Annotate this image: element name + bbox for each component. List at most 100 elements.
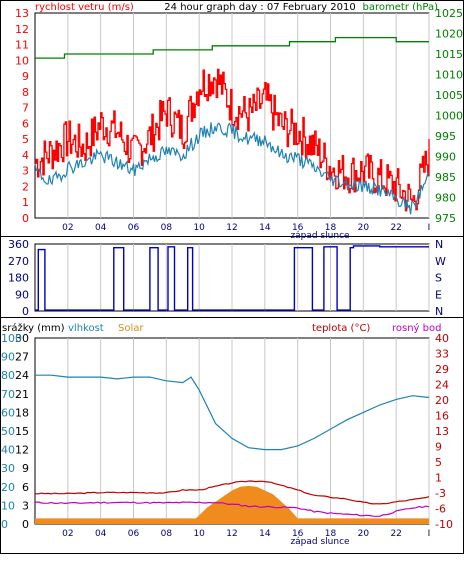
y-tick-label-temperature: 40 (435, 332, 449, 345)
y-tick-label-left: 2 (22, 180, 29, 193)
y-tick-label-left: 5 (22, 133, 29, 146)
y-tick-label-direction: 0 (22, 305, 29, 318)
y-ticks-rain: 0 3 6 9 12 15 18 21 24 27 30 (15, 332, 29, 531)
x-tick-label: 16 (292, 223, 304, 233)
x-tick-label: 10 (193, 529, 205, 539)
x-tick-label: 18 (325, 223, 337, 233)
x-tick-label: 18 (325, 529, 337, 539)
compass-label: N (435, 305, 443, 318)
y-tick-label-humidity: 60 (1, 406, 15, 419)
y-tick-label-humidity: 100 (1, 332, 22, 345)
x-tick-label: 14 (259, 529, 271, 539)
legend-solar: Solar (118, 323, 144, 334)
y-tick-label-left: 0 (22, 212, 29, 225)
x-tick-label: 20 (358, 223, 370, 233)
series-humidity-line (35, 374, 430, 451)
y-tick-label-left: 10 (15, 54, 29, 67)
sunset-label-wind: západ slunce (290, 231, 350, 241)
y-tick-label-direction: 90 (15, 288, 29, 301)
y-ticks-temperature: -10 -6 -3 1 5 9 13 16 20 24 29 33 40 (435, 332, 453, 531)
legend-temperature: teplota (°C) (312, 323, 370, 334)
y-tick-label-left: 6 (22, 117, 29, 130)
y-tick-label-rain: 15 (15, 425, 29, 438)
y-tick-label-right: 980 (435, 192, 456, 205)
x-tick-label: 06 (128, 529, 140, 539)
compass-label: E (435, 288, 442, 301)
y-tick-label-direction: 270 (8, 255, 29, 268)
y-ticks-humidity: 0 10 20 30 40 50 60 70 80 90 100 (1, 332, 22, 531)
series-wind-line (34, 122, 430, 215)
y-tick-label-right: 975 (435, 212, 456, 225)
y-tick-label-temperature: -10 (435, 518, 453, 531)
compass-label: W (435, 255, 446, 268)
x-tick-label: 10 (193, 223, 205, 233)
x-tick-label: 14 (259, 223, 271, 233)
series-pressure-line (35, 36, 429, 59)
y-tick-label-right: 1010 (435, 69, 463, 82)
x-tick-label: 22 (390, 529, 401, 539)
x-ticks-wind: 02 04 06 08 10 12 14 16 18 20 22 I (62, 223, 430, 233)
y-tick-label-temperature: 13 (435, 425, 449, 438)
y-tick-label-temperature: -3 (435, 487, 446, 500)
y-tick-label-rain: 24 (15, 369, 29, 382)
y-tick-label-rain: 9 (22, 462, 29, 475)
x-tick-label: 04 (95, 223, 107, 233)
y-tick-label-temperature: -6 (435, 503, 446, 516)
y-tick-label-direction: 180 (8, 272, 29, 285)
x-tick-label: 20 (358, 529, 370, 539)
compass-label: S (435, 272, 442, 285)
y-tick-label-rain: 18 (15, 406, 29, 419)
y-tick-label-temperature: 24 (435, 379, 449, 392)
y-tick-label-right: 1020 (435, 28, 463, 41)
y-tick-label-temperature: 9 (435, 441, 442, 454)
x-tick-label: 08 (161, 223, 173, 233)
x-tick-label: 08 (161, 529, 173, 539)
y-tick-label-left: 11 (15, 39, 29, 52)
y-tick-label-temperature: 16 (435, 410, 449, 423)
x-tick-label: I (428, 529, 431, 539)
y-tick-label-left: 9 (22, 70, 29, 83)
series-direction-line (35, 245, 429, 311)
solar-fill (35, 485, 429, 524)
y-tick-label-humidity: 90 (1, 351, 15, 364)
sunset-label-humidity: západ slunce (290, 537, 350, 547)
x-tick-label: 16 (292, 529, 304, 539)
y-tick-label-rain: 6 (22, 481, 29, 494)
ylabel-right-pressure: barometr (hPa) (363, 2, 439, 13)
y-tick-label-left: 1 (22, 196, 29, 209)
y-tick-label-temperature: 20 (435, 394, 449, 407)
y-tick-label-left: 7 (22, 102, 29, 115)
y-tick-label-left: 12 (15, 23, 29, 36)
y-tick-label-humidity: 30 (1, 462, 15, 475)
x-tick-label: 12 (226, 529, 237, 539)
y-tick-label-temperature: 33 (435, 348, 449, 361)
grid-direction (67, 244, 430, 311)
y-tick-label-right: 990 (435, 151, 456, 164)
y-tick-label-temperature: 1 (435, 472, 442, 485)
y-tick-label-left: 13 (15, 7, 29, 20)
y-tick-label-direction: 360 (8, 238, 29, 251)
y-tick-label-left: 3 (22, 165, 29, 178)
y-tick-label-right: 995 (435, 130, 456, 143)
y-tick-label-right: 1015 (435, 48, 463, 61)
series-temperature-line (34, 480, 430, 505)
y-tick-label-right: 1000 (435, 110, 463, 123)
y-tick-label-temperature: 29 (435, 363, 449, 376)
y-ticks-right-pressure: 975 980 985 990 995 1000 1005 1010 1015 1020 1025 (435, 7, 463, 225)
y-tick-label-right: 1005 (435, 89, 463, 102)
y-tick-label-rain: 27 (15, 351, 29, 364)
x-tick-label: 02 (62, 529, 73, 539)
y-tick-label-right: 1025 (435, 7, 463, 20)
y-tick-label-rain: 3 (22, 499, 29, 512)
y-tick-label-humidity: 0 (1, 518, 8, 531)
y-ticks-direction: 0 90 180 270 360 (8, 238, 29, 318)
x-tick-label: 06 (128, 223, 140, 233)
legend-dewpoint: rosný bod (392, 322, 441, 334)
x-tick-label: 12 (226, 223, 237, 233)
y-tick-label-rain: 0 (22, 518, 29, 531)
